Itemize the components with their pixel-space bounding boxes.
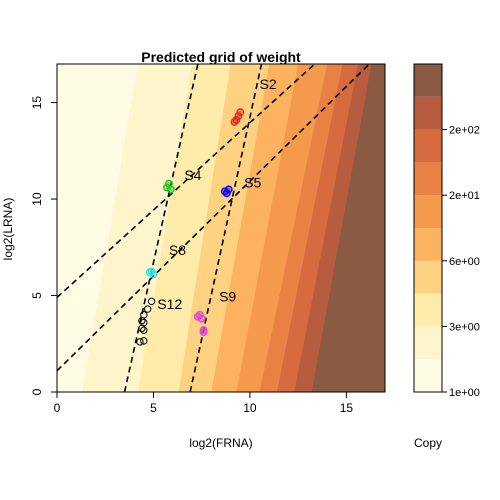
x-tick-label: 15 — [340, 401, 354, 415]
series-s9: S9 — [193, 288, 236, 337]
colorbar-band — [414, 293, 442, 327]
colorbar-label: 6e+00 — [449, 256, 480, 268]
data-point — [223, 189, 231, 197]
y-tick-label: 0 — [30, 388, 44, 395]
data-point — [234, 112, 243, 120]
copy-label: Copy — [414, 436, 442, 450]
data-point — [196, 311, 204, 319]
plot-clipped — [57, 64, 385, 392]
series-label: S12 — [157, 296, 182, 312]
colorbar-label: 2e+02 — [449, 125, 480, 137]
x-tick-label: 10 — [243, 401, 257, 415]
series-s2: S2 — [230, 76, 277, 127]
data-point — [147, 267, 156, 276]
x-tick-label: 0 — [54, 401, 61, 415]
series-label: S2 — [260, 76, 277, 92]
colorbar-band — [414, 129, 442, 163]
colorbar-band — [414, 228, 442, 261]
x-tick-label: 5 — [150, 401, 157, 415]
data-point — [225, 185, 233, 194]
data-point — [136, 338, 144, 346]
reference-line — [57, 64, 371, 372]
data-point — [221, 187, 229, 196]
colorbar-band — [414, 162, 442, 196]
data-point — [140, 326, 148, 334]
data-point — [147, 297, 156, 306]
plot-frame — [56, 63, 386, 393]
data-point — [199, 328, 208, 336]
colorbar-band — [414, 96, 442, 130]
colorbar-label: 3e+00 — [449, 321, 480, 333]
y-axis-label: log2(LRNA) — [1, 198, 15, 261]
data-point — [236, 108, 244, 116]
series-label: S8 — [169, 242, 186, 258]
colorbar-band — [414, 326, 442, 360]
series-label: S5 — [244, 174, 261, 190]
series-s4: S4 — [162, 167, 202, 194]
colorbar-label: 1e+00 — [449, 387, 480, 399]
reference-line — [189, 64, 263, 392]
series-s8: S8 — [145, 242, 186, 279]
data-point — [232, 116, 241, 124]
reference-line — [57, 64, 316, 299]
data-point — [143, 305, 152, 313]
colorbar-band — [414, 260, 442, 294]
reference-line — [123, 64, 199, 392]
data-point — [167, 185, 175, 194]
series-label: S9 — [219, 288, 236, 304]
y-tick-label: 10 — [30, 192, 44, 206]
data-point — [138, 324, 146, 333]
y-tick-label: 5 — [30, 292, 44, 299]
data-point — [198, 314, 206, 323]
colorbar-band — [414, 359, 442, 392]
x-axis-label: log2(FRNA) — [189, 436, 252, 450]
data-point — [230, 118, 239, 126]
data-point — [140, 337, 148, 345]
data-point — [138, 316, 146, 325]
colorbar-label: 2e+01 — [449, 190, 480, 202]
colorbar-band — [414, 64, 442, 97]
data-point — [163, 183, 171, 192]
axes: 0 5 10 15 0 5 10 15 — [30, 63, 386, 415]
y-tick-label: 15 — [30, 96, 44, 110]
colorbar-frame — [413, 63, 443, 393]
contour-band — [329, 64, 385, 392]
chart-title: Predicted grid of weight — [141, 49, 301, 65]
series-s12: S12 — [136, 296, 182, 346]
plot-area: S2 S4 S5 S8 S9 S12 — [57, 64, 385, 392]
colorbar-band — [414, 195, 442, 228]
series-label: S4 — [184, 167, 201, 183]
data-point — [194, 313, 202, 321]
colorbar: 1e+00 3e+00 6e+00 2e+01 2e+02 — [413, 63, 480, 399]
series-s5: S5 — [220, 174, 261, 198]
data-point — [199, 326, 208, 334]
